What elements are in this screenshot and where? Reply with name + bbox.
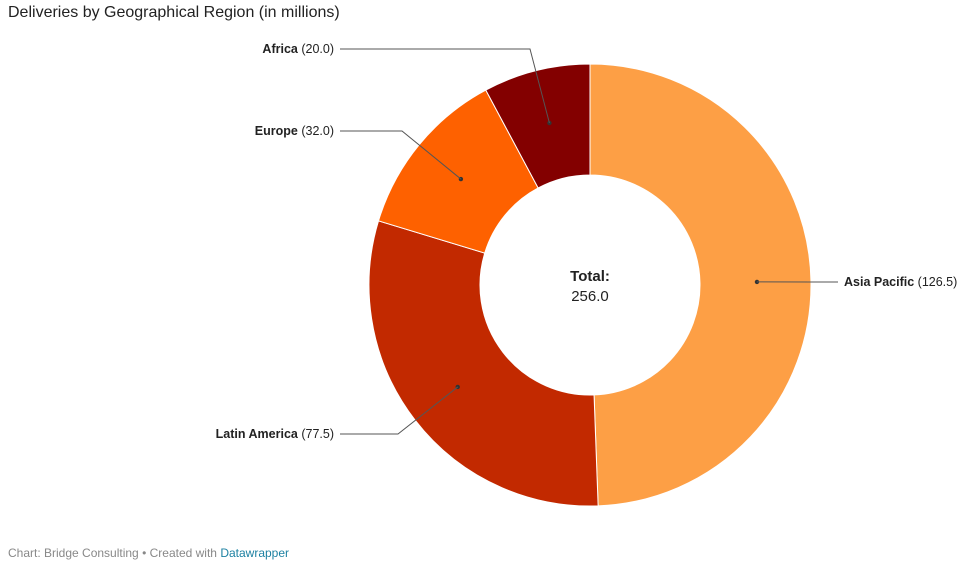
datawrapper-link[interactable]: Datawrapper: [220, 546, 290, 560]
footer: Chart: Bridge Consulting • Created with …: [8, 546, 289, 560]
chart-title: Deliveries by Geographical Region (in mi…: [8, 4, 340, 21]
label-name-asia-pacific: Asia Pacific: [844, 275, 914, 289]
leader-dot-africa: [547, 120, 552, 126]
footer-source: Chart: Bridge Consulting • Created with: [8, 546, 221, 560]
label-asia-pacific: Asia Pacific (126.5): [844, 275, 957, 289]
label-name-africa: Africa: [262, 42, 298, 56]
label-latin-america: Latin America (77.5): [216, 427, 334, 441]
label-name-europe: Europe: [255, 124, 298, 138]
slice-labels: Asia Pacific (126.5) Latin America (77.5)…: [216, 42, 958, 441]
leader-line-europe: [340, 130, 462, 180]
label-value-europe: (32.0): [298, 124, 334, 138]
label-name-latin-america: Latin America: [216, 427, 299, 441]
slice-africa[interactable]: [485, 63, 591, 189]
slice-asia-pacific[interactable]: [589, 63, 812, 507]
label-value-asia-pacific: (126.5): [914, 275, 957, 289]
leader-line-africa: [340, 48, 550, 124]
slice-latin-america[interactable]: [368, 220, 599, 507]
label-value-africa: (20.0): [298, 42, 334, 56]
label-value-latin-america: (77.5): [298, 427, 334, 441]
leader-line-latin-america: [340, 386, 459, 435]
slice-europe[interactable]: [377, 89, 539, 254]
center-total-value: 256.0: [571, 288, 609, 305]
label-europe: Europe (32.0): [255, 124, 334, 138]
label-africa: Africa (20.0): [262, 42, 334, 56]
leader-lines: [340, 48, 838, 435]
center-total-title: Total:: [570, 268, 610, 285]
slices: [368, 63, 812, 507]
